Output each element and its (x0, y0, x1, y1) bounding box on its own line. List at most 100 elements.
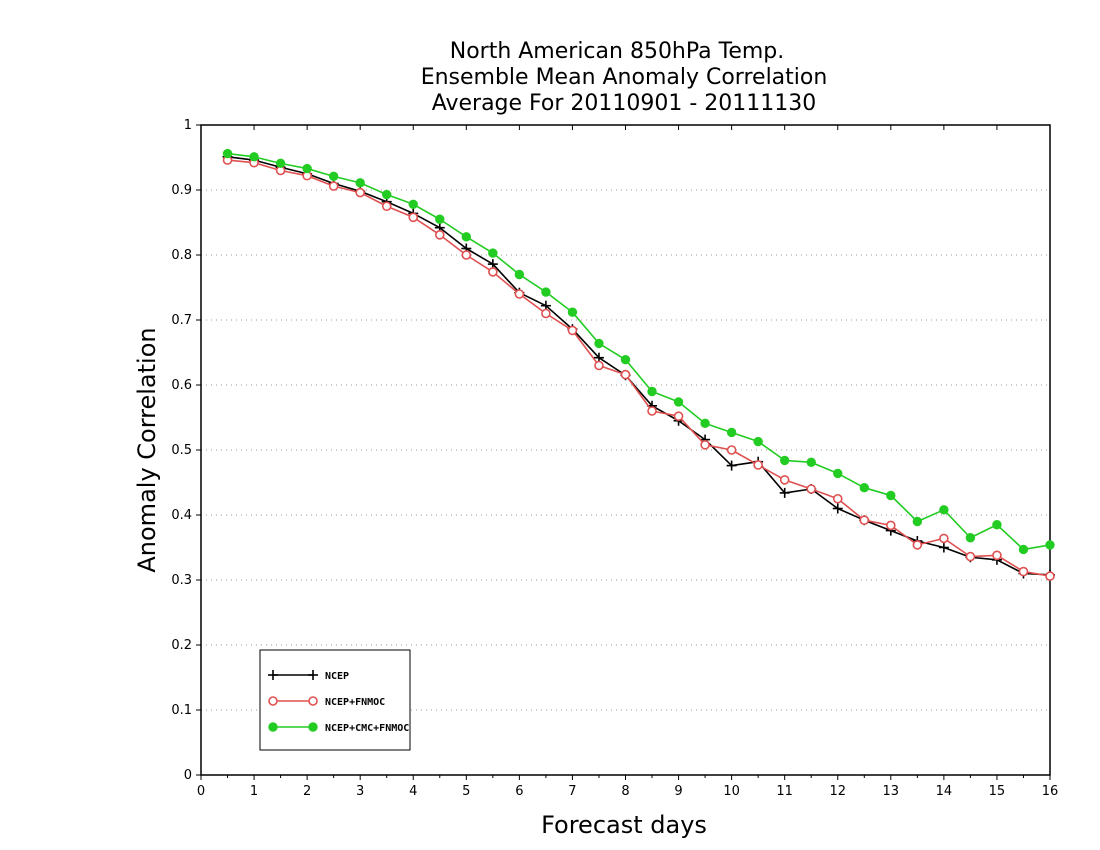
series-line (227, 156, 1051, 576)
data-point (912, 540, 923, 550)
data-point (965, 533, 976, 543)
data-point (620, 369, 631, 380)
data-point (567, 325, 578, 336)
legend-entries: NCEP NCEP+FNMOC NCEP+CMC+FNMOC (268, 670, 409, 734)
data-point (328, 171, 339, 182)
data-point (567, 307, 578, 317)
data-point (355, 187, 365, 198)
data-point (488, 267, 498, 277)
x-tick-label: 11 (776, 784, 793, 799)
series-lines (222, 148, 1055, 581)
y-tick-label: 0.7 (171, 313, 192, 328)
chart-title-line-2: Ensemble Mean Anomaly Correlation (421, 65, 828, 90)
y-tick-label: 0.3 (171, 573, 192, 588)
legend-entry: NCEP+CMC+FNMOC (268, 722, 409, 734)
x-tick-label: 9 (674, 784, 682, 799)
data-point (382, 189, 392, 200)
data-point (859, 515, 870, 526)
plot-frame (200, 124, 1051, 776)
legend-marker (268, 696, 278, 706)
y-tick-label: 1 (184, 118, 192, 133)
data-point (275, 158, 286, 169)
data-point (700, 439, 710, 450)
y-tick-label: 0.6 (171, 378, 192, 393)
data-point (647, 406, 657, 416)
y-tick-label: 0 (184, 768, 192, 783)
data-point (488, 248, 498, 258)
legend-entry: NCEP+FNMOC (268, 696, 385, 708)
x-tick-label: 16 (1042, 784, 1059, 799)
data-point (408, 199, 418, 210)
data-point (594, 360, 604, 371)
data-point (381, 201, 392, 212)
data-point (779, 475, 790, 485)
legend-marker (308, 696, 318, 706)
data-point (673, 411, 684, 422)
x-tick-label: 2 (303, 784, 311, 799)
data-point (886, 490, 896, 501)
legend-marker (268, 722, 278, 732)
data-point (408, 212, 419, 223)
y-tick-label: 0.8 (171, 248, 192, 263)
x-tick-label: 7 (568, 784, 576, 799)
legend-label: NCEP+FNMOC (325, 697, 385, 708)
data-point (939, 533, 949, 544)
y-tick-label: 0.1 (171, 703, 192, 718)
data-point (302, 163, 312, 174)
x-tick-label: 14 (936, 784, 953, 799)
data-point (886, 520, 896, 531)
data-point (222, 148, 233, 159)
data-point (700, 418, 710, 429)
x-axis-label: Forecast days (541, 811, 707, 839)
legend-label: NCEP (325, 671, 349, 682)
data-point (1045, 540, 1055, 550)
data-point (1018, 544, 1029, 555)
data-point (779, 455, 790, 466)
data-point (620, 354, 631, 365)
data-point (328, 181, 339, 191)
data-point (912, 516, 923, 527)
x-tick-label: 4 (409, 784, 417, 799)
data-point (753, 460, 763, 470)
chart-title-line-1: North American 850hPa Temp. (450, 39, 785, 64)
y-axis-label: Anomaly Correlation (133, 327, 161, 572)
x-tick-label: 13 (883, 784, 900, 799)
x-tick-label: 8 (621, 784, 629, 799)
data-point (806, 484, 817, 494)
x-tick-label: 3 (356, 784, 364, 799)
legend-entry: NCEP (268, 670, 349, 682)
legend-marker (308, 722, 318, 732)
series-ncep-cmc-fnmoc (222, 148, 1055, 555)
data-point (939, 505, 949, 515)
data-point (965, 551, 976, 562)
data-point (673, 397, 684, 407)
gridlines (201, 189, 1050, 711)
data-point (806, 457, 816, 468)
data-point (435, 214, 445, 224)
legend-label: NCEP+CMC+FNMOC (325, 723, 409, 734)
series-ncep-fnmoc (222, 155, 1055, 581)
y-tick-label: 0.5 (171, 443, 192, 458)
x-tick-label: 6 (515, 784, 523, 799)
data-point (461, 250, 472, 260)
data-point (541, 308, 551, 319)
legend-box (259, 649, 411, 751)
y-tick-label: 0.9 (171, 183, 192, 198)
x-tick-label: 10 (723, 784, 740, 799)
y-tick-label: 0.2 (171, 638, 192, 653)
axis-ticks: 00.10.20.30.40.50.60.70.80.910 1 2 3 4 5 6 7 8 9 1… (171, 118, 1058, 799)
data-point (249, 152, 259, 162)
series-line (227, 152, 1051, 551)
data-point (355, 178, 365, 188)
y-tick-label: 0.4 (171, 508, 192, 523)
data-point (514, 289, 525, 299)
series-line (227, 159, 1051, 577)
x-tick-label: 0 (197, 784, 205, 799)
data-point (753, 436, 763, 447)
data-point (594, 338, 604, 349)
data-point (541, 287, 551, 297)
data-point (434, 230, 445, 240)
data-point (859, 483, 869, 493)
data-point (726, 445, 737, 455)
data-point (1045, 571, 1055, 581)
